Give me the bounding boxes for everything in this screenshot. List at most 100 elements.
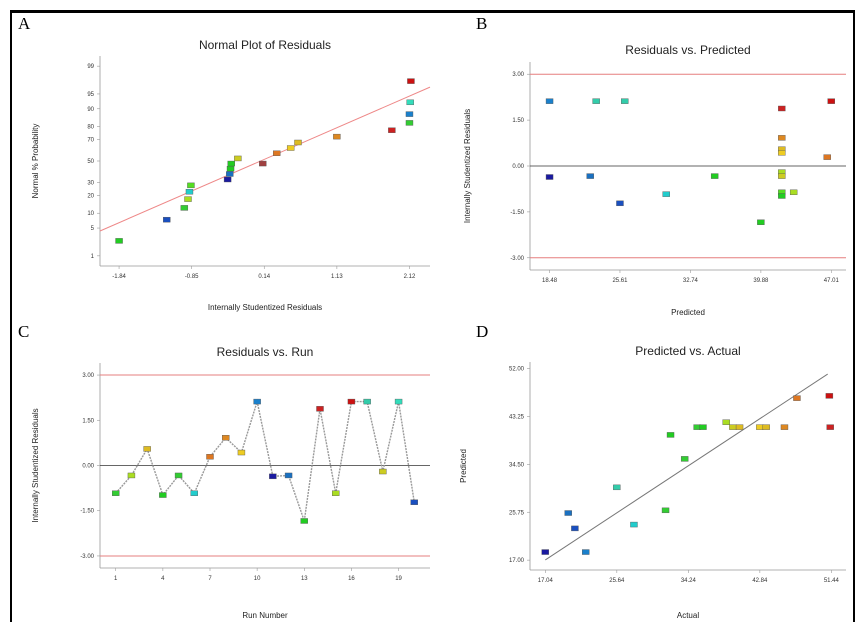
x-axis-label: Predicted [671,308,705,317]
chart-title: Residuals vs. Predicted [625,43,750,57]
data-point [237,449,246,456]
x-tick-label: 19 [395,576,402,582]
data-point [185,189,194,195]
data-point [379,468,387,475]
data-point [184,196,192,202]
y-tick-label: 70 [87,138,94,144]
x-tick-label: 47.01 [824,278,840,284]
data-point [273,150,281,156]
data-point [407,78,415,84]
data-point [729,424,737,430]
data-point [613,484,621,491]
data-point [827,98,835,104]
chart-title: Residuals vs. Run [217,345,314,359]
y-tick-label: 17.00 [509,558,525,564]
y-tick-label: 30 [87,180,94,186]
data-point [227,160,235,167]
y-tick-label: 25.75 [509,510,525,516]
data-point [778,173,786,179]
data-point [662,191,670,197]
data-point [778,105,786,112]
x-tick-label: 1.13 [331,274,343,280]
x-axis-label: Run Number [242,611,288,620]
y-tick-label: -3.00 [510,256,524,262]
data-point [187,182,195,189]
data-point [780,424,789,430]
data-point [316,406,324,412]
x-tick-label: 2.12 [404,274,416,280]
y-tick-label: 0.00 [82,464,94,470]
x-axis-label: Actual [677,611,699,620]
y-tick-label: 5 [91,226,95,232]
data-point [778,150,786,156]
data-point [825,393,834,399]
data-point [226,171,234,177]
fit-line [99,86,431,232]
data-point [286,145,295,151]
y-tick-label: 34.50 [509,462,525,468]
data-point [223,176,232,183]
y-tick-label: 90 [87,107,94,113]
y-tick-label: -3.00 [80,554,94,560]
data-point [571,525,579,532]
data-point [226,166,235,172]
y-tick-label: 52.00 [509,367,525,373]
x-tick-label: 10 [254,576,261,582]
data-point [180,205,189,211]
x-tick-label: 7 [208,576,212,582]
data-point [206,454,214,460]
data-point [680,456,689,462]
chart-panel-d: Predicted vs. Actual Actual Predicted 17.04… [459,344,846,620]
data-point [388,127,396,133]
data-point [778,193,786,199]
y-axis-label: Internally Studentized Residuals [31,408,40,522]
data-point [735,424,744,430]
data-point [762,424,770,430]
x-tick-label: 39.88 [753,278,769,284]
data-point [661,507,670,514]
panel-letter-d: D [476,322,489,341]
y-axis-label: Internally Studentized Residuals [463,109,472,223]
data-point [630,521,638,528]
x-tick-label: 42.84 [752,578,768,584]
data-point [756,424,764,430]
y-tick-label: 50 [87,159,94,165]
chart-panel-c: Residuals vs. Run Run Number Internally St… [31,345,430,620]
data-point [616,200,624,207]
panel-letter-c: C [18,322,30,341]
data-point [405,111,414,117]
y-tick-label: 3.00 [512,72,524,78]
chart-title: Normal Plot of Residuals [199,38,331,52]
data-point [545,174,554,180]
data-point [666,432,675,438]
data-point [127,472,136,479]
x-tick-label: -1.84 [112,274,126,280]
data-point [159,492,167,498]
y-tick-label: 20 [87,193,94,199]
x-tick-label: 0.14 [258,274,270,280]
data-point [333,133,341,140]
data-point [789,189,798,196]
data-point [174,472,183,479]
data-point [394,398,403,405]
panel-letter-a: A [18,14,31,33]
x-tick-label: 17.04 [538,578,554,584]
data-point [222,435,230,441]
data-point [699,424,707,430]
x-tick-label: 32.74 [683,278,699,284]
x-axis-label: Internally Studentized Residuals [208,303,322,312]
data-point [112,490,120,496]
data-point [564,510,572,516]
data-point [234,155,242,162]
y-tick-label: -1.50 [80,509,94,515]
data-point [347,398,356,405]
y-tick-label: 10 [87,211,94,217]
y-tick-label: 0.00 [512,164,524,170]
data-point [710,173,719,179]
chart-title: Predicted vs. Actual [635,344,740,358]
x-tick-label: 25.61 [612,278,628,284]
data-point [823,154,831,160]
data-point [294,139,302,146]
data-point [332,490,340,496]
